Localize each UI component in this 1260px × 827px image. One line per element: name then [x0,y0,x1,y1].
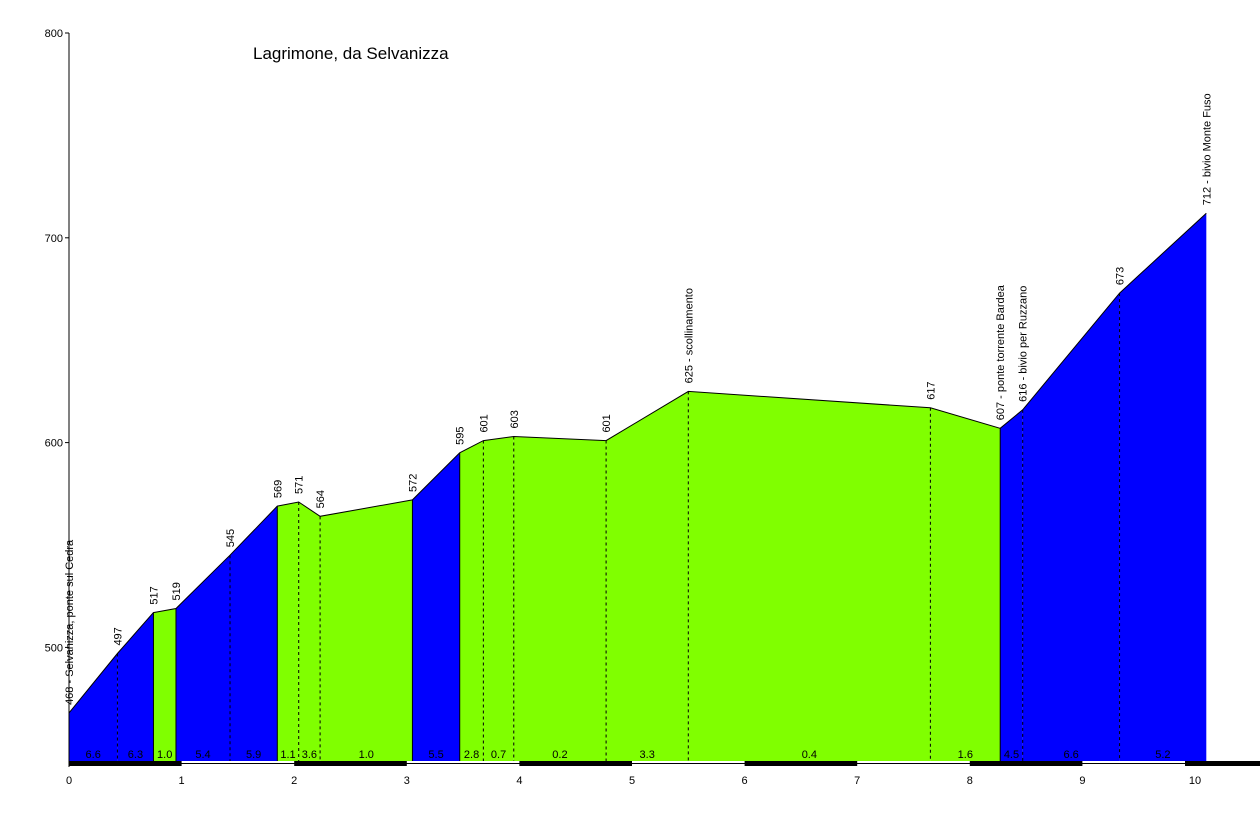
segment-area [277,502,299,761]
elevation-label: 571 [294,476,306,494]
x-tick-label: 7 [854,775,860,787]
segment-area [230,506,278,761]
elevation-label: 595 [455,426,467,444]
gradient-labels: 6.6 6.3 1.0 5.4 5.9 1.1 3.6 1.0 5.5 2.8 0.7 0.2 3.3 0… [86,749,1171,761]
elevation-label: 625 - scollinamento [683,288,695,383]
gradient-label: 0.7 [491,749,506,761]
x-tick-label: 3 [404,775,410,787]
elevation-label: 607 - ponte torrente Bardea [995,284,1007,420]
gradient-label: 5.9 [246,749,261,761]
segment-area [930,407,1001,761]
chart-title: Lagrimone, da Selvanizza [253,44,449,63]
elevation-label: 569 [272,480,284,498]
elevation-label: 564 [315,490,327,508]
segment-area [412,452,460,761]
x-tick-label: 5 [629,775,635,787]
gradient-label: 1.6 [958,749,973,761]
gradient-label: 6.3 [128,749,143,761]
segment-area [459,440,484,761]
segment-area [298,502,321,761]
y-tick-labels: 500 600 700 800 [45,28,63,654]
x-tick-label: 0 [66,775,72,787]
segment-area [483,436,514,761]
gradient-label: 5.4 [195,749,210,761]
segment-area [606,391,689,761]
gradient-label: 6.6 [1063,749,1078,761]
elevation-label: 616 - bivio per Ruzzano [1018,286,1030,402]
elevation-label: 601 [601,414,613,432]
x-tick-labels: 0 1 2 3 4 5 6 7 8 9 10 [66,775,1201,787]
km-scale-bar [69,761,1260,766]
x-tick-label: 1 [179,775,185,787]
gradient-label: 5.5 [428,749,443,761]
gradient-label: 4.5 [1004,749,1019,761]
profile-outline [68,212,1207,761]
x-tick-label: 6 [742,775,748,787]
elevation-labels: 468 - Selvanizza, ponte sul Cedra 497 517 5… [64,93,1213,705]
gradient-label: 6.6 [86,749,101,761]
x-tick-label: 9 [1079,775,1085,787]
elevation-label: 712 - bivio Monte Fuso [1201,93,1213,205]
elevation-label: 617 [925,381,937,399]
segment-area [69,653,118,761]
segment-dividers [116,293,1121,761]
y-tick-label: 600 [45,438,63,450]
y-tick-label: 500 [45,642,63,654]
y-tick-label: 700 [45,233,63,245]
segment-area [1119,213,1207,761]
segment-area [513,436,607,761]
x-tick-label: 8 [967,775,973,787]
segment-area [320,499,413,761]
segment-area [153,608,176,761]
gradient-label: 1.1 [280,749,295,761]
x-tick-label: 10 [1189,775,1201,787]
segment-area [176,555,230,761]
gradient-label: 0.2 [552,749,567,761]
gradient-label: 2.8 [464,749,479,761]
elevation-label: 572 [407,474,419,492]
elevation-label: 517 [148,586,160,604]
segment-area [688,391,931,761]
gradient-label: 1.0 [157,749,172,761]
segment-area [1000,409,1023,761]
gradient-label: 3.3 [640,749,655,761]
segment-area [117,612,154,761]
gradient-label: 1.0 [359,749,374,761]
elevation-label: 603 [509,410,521,428]
gradient-label: 0.4 [802,749,817,761]
elevation-label: 601 [478,414,490,432]
segment-fills [69,213,1207,761]
elevation-label: 497 [112,627,124,645]
gradient-label: 5.2 [1155,749,1170,761]
gradient-label: 3.6 [302,749,317,761]
elevation-label: 468 - Selvanizza, ponte sul Cedra [64,539,76,705]
x-tick-label: 2 [291,775,297,787]
elevation-label: 519 [171,582,183,600]
elevation-label: 545 [225,529,237,547]
y-tick-label: 800 [45,28,63,40]
elevation-label: 673 [1115,267,1127,285]
x-tick-label: 4 [516,775,522,787]
axes [65,32,70,767]
segment-area [1022,293,1120,761]
